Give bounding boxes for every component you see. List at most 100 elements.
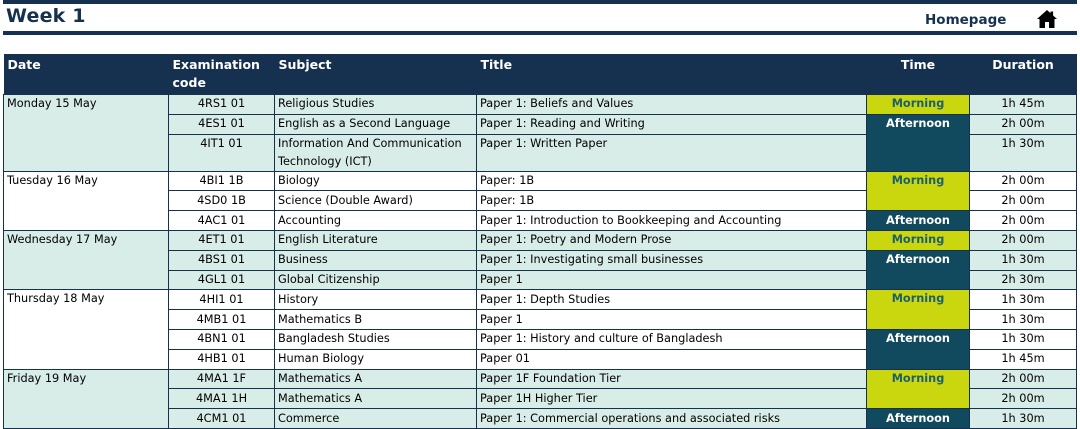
table-row: Wednesday 17 May 4ET1 01 English Literat… [3,229,1077,291]
subject-cell: Information And Communication Technology… [274,133,477,172]
duration-cell: 1h 30m [969,289,1077,311]
header-date: Date [3,54,169,95]
subject-cell: Human Biology [274,348,477,370]
exam-code-cell: 4BI1 1B [168,170,275,192]
subject-cell: History [274,289,477,311]
subject-cell: Biology [274,170,477,192]
title-cell: Paper: 1B [476,170,867,192]
header-exam-code: Examination code [168,54,275,95]
exam-code-cell: 4ES1 01 [168,113,275,135]
subject-cell: Accounting [274,210,477,231]
title-cell: Paper: 1B [476,190,867,212]
duration-cell: 1h 45m [969,348,1077,370]
title-cell: Paper 1: Written Paper [476,133,867,172]
table-row: 4AC1 01 Accounting Paper 1: Introduction… [4,210,1077,231]
subject-cell: Global Citizenship [274,269,477,291]
exam-code-cell: 4RS1 01 [168,94,275,115]
exam-code-cell: 4AC1 01 [168,210,275,231]
title-cell: Paper 1 [476,269,867,291]
subject-cell: Commerce [274,408,477,429]
duration-cell: 1h 30m [969,408,1077,429]
title-cell: Paper 1H Higher Tier [476,388,867,410]
exam-code-cell: 4IT1 01 [168,133,275,172]
page-title: Week 1 [6,5,86,27]
title-cell: Paper 1: History and culture of Banglade… [476,328,867,350]
duration-cell: 2h 00m [969,113,1077,135]
time-morning-cell: Morning [866,368,970,410]
exam-code-cell: 4MA1 1F [168,368,275,390]
table-row: Thursday 18 May 4HI1 01 History Paper 1:… [3,289,1077,370]
date-cell: Monday 15 May [3,94,169,172]
title-cell: Paper 1F Foundation Tier [476,368,867,390]
exam-code-cell: 4GL1 01 [168,269,275,291]
subject-cell: Business [274,249,477,271]
time-afternoon-cell: Afternoon [866,249,970,291]
duration-cell: 1h 30m [969,328,1077,350]
subject-cell: Bangladesh Studies [274,328,477,350]
header-rule [3,31,1077,35]
exam-code-cell: 4ET1 01 [168,229,275,251]
exam-code-cell: 4MB1 01 [168,309,275,330]
table-row: 4ES1 01 English as a Second Language Pap… [4,113,1077,172]
header-subject: Subject [274,54,477,95]
duration-cell: 2h 00m [969,170,1077,192]
title-cell: Paper 1: Commercial operations and assoc… [476,408,867,429]
duration-cell: 2h 00m [969,210,1077,231]
table-row: Friday 19 May 4MA1 1F Mathematics A Pape… [3,368,1077,429]
header-time: Time [866,54,970,95]
exam-code-cell: 4SD0 1B [168,190,275,212]
duration-cell: 2h 00m [969,190,1077,212]
exam-code-cell: 4MA1 1H [168,388,275,410]
duration-cell: 1h 45m [969,94,1077,115]
header-duration: Duration [969,54,1077,95]
duration-cell: 1h 30m [969,133,1077,172]
time-afternoon-cell: Afternoon [866,408,970,429]
house-icon[interactable] [1036,9,1058,29]
table-header-row: Date Examination code Subject Title Time… [3,54,1077,95]
time-morning-cell: Morning [866,289,970,330]
title-cell: Paper 1: Beliefs and Values [476,94,867,115]
exam-code-cell: 4HI1 01 [168,289,275,311]
time-morning-cell: Morning [866,94,970,115]
duration-cell: 1h 30m [969,309,1077,330]
title-cell: Paper 1 [476,309,867,330]
table-row: 4IT1 01 Information And Communication Te… [4,133,1077,172]
table-row: 4BN1 01 Bangladesh Studies Paper 1: Hist… [4,328,1077,370]
title-cell: Paper 1: Investigating small businesses [476,249,867,271]
title-cell: Paper 1: Depth Studies [476,289,867,311]
date-cell: Thursday 18 May [3,289,169,370]
time-afternoon-cell: Afternoon [866,210,970,231]
exam-code-cell: 4BS1 01 [168,249,275,271]
date-cell: Tuesday 16 May [3,170,169,231]
exam-code-cell: 4HB1 01 [168,348,275,370]
title-cell: Paper 1: Introduction to Bookkeeping and… [476,210,867,231]
duration-cell: 2h 30m [969,269,1077,291]
time-morning-cell: Morning [866,229,970,251]
exam-code-cell: 4BN1 01 [168,328,275,350]
table-row: Monday 15 May 4RS1 01 Religious Studies … [3,94,1077,172]
duration-cell: 1h 30m [969,249,1077,271]
title-cell: Paper 1: Poetry and Modern Prose [476,229,867,251]
subject-cell: English as a Second Language [274,113,477,135]
title-cell: Paper 01 [476,348,867,370]
time-morning-cell: Morning [866,170,970,212]
time-afternoon-cell: Afternoon [866,328,970,370]
duration-cell: 2h 00m [969,368,1077,390]
duration-cell: 2h 00m [969,229,1077,251]
duration-cell: 2h 00m [969,388,1077,410]
exam-code-cell: 4CM1 01 [168,408,275,429]
title-cell: Paper 1: Reading and Writing [476,113,867,135]
subject-cell: English Literature [274,229,477,251]
top-rule [3,0,1077,4]
table-row: Tuesday 16 May 4BI1 1B Biology Paper: 1B… [3,170,1077,231]
header-title: Title [476,54,867,95]
date-cell: Wednesday 17 May [3,229,169,291]
date-cell: Friday 19 May [3,368,169,429]
subject-cell: Mathematics A [274,388,477,410]
subject-cell: Mathematics B [274,309,477,330]
homepage-link[interactable]: Homepage [925,12,1007,28]
exam-timetable: Date Examination code Subject Title Time… [3,54,1077,429]
subject-cell: Mathematics A [274,368,477,390]
subject-cell: Religious Studies [274,94,477,115]
table-row: 4GL1 01 Global Citizenship Paper 1 2h 30… [4,269,1077,291]
